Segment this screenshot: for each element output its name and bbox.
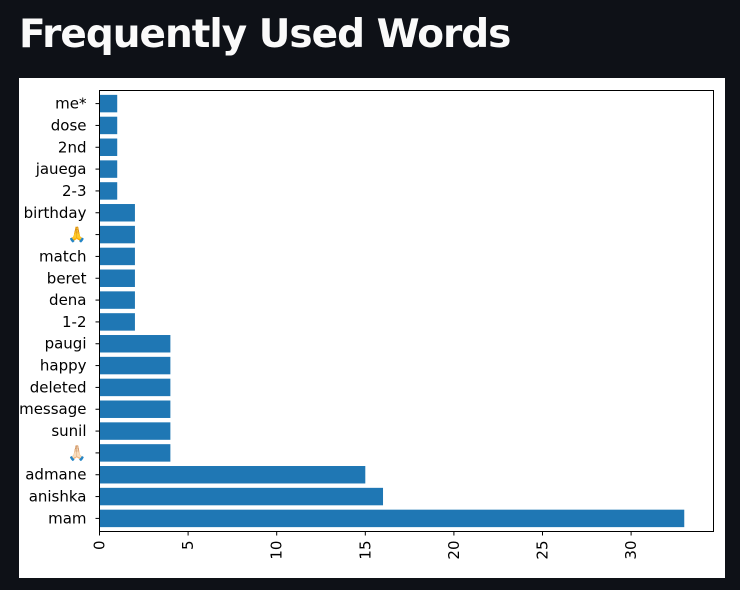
y-tick-label: mam [48, 509, 86, 527]
x-tick-label: 20 [445, 541, 463, 560]
y-tick-label: 1-2 [62, 313, 87, 331]
bar-13 [99, 225, 135, 244]
x-tick-label: 10 [268, 541, 286, 560]
x-tick-label: 0 [91, 541, 109, 551]
y-tick-label: birthday [24, 204, 87, 222]
y-tick-label: message [19, 400, 86, 418]
y-tick-label: 🙏 [68, 226, 87, 244]
y-tick-label: jauega [35, 160, 87, 178]
page-title: Frequently Used Words [19, 12, 511, 57]
x-tick-label: 5 [179, 541, 197, 551]
x-tick-label: 25 [534, 541, 552, 560]
bar-15 [99, 182, 118, 200]
bar-9 [99, 313, 135, 331]
bar-10 [99, 291, 135, 309]
x-tick-label: 15 [356, 541, 374, 560]
y-axis: mam anishka admane 🙏🏻 sunil message deleted hap… [19, 95, 100, 527]
y-tick-label: beret [47, 269, 87, 287]
chart-figure: mam anishka admane 🙏🏻 sunil message deleted hap… [19, 78, 725, 578]
bars-layer [99, 94, 685, 528]
bar-16 [99, 160, 118, 178]
bar-2 [99, 466, 366, 484]
bar-6 [99, 378, 171, 397]
y-tick-label: happy [40, 357, 87, 375]
x-tick-label: 30 [622, 541, 640, 560]
y-tick-label: 🙏🏻 [68, 444, 87, 462]
plot-frame [99, 90, 714, 532]
y-tick-label: dose [51, 116, 87, 134]
y-tick-label: match [39, 247, 86, 265]
y-tick-label: admane [25, 466, 86, 484]
bar-3 [99, 444, 171, 462]
y-tick-label: 2-3 [62, 182, 87, 200]
x-axis: 0 5 10 15 20 25 30 [91, 531, 640, 560]
bar-12 [99, 247, 135, 266]
bar-18 [99, 116, 118, 135]
bar-5 [99, 400, 171, 418]
bar-1 [99, 487, 384, 506]
bar-14 [99, 204, 135, 222]
bar-7 [99, 356, 171, 375]
bar-8 [99, 335, 171, 353]
y-tick-label: anishka [29, 488, 87, 506]
bar-11 [99, 269, 135, 287]
bar-chart: mam anishka admane 🙏🏻 sunil message deleted hap… [19, 90, 714, 560]
y-tick-label: me* [55, 95, 87, 113]
bar-17 [99, 138, 118, 156]
y-tick-label: paugi [45, 335, 87, 353]
y-tick-label: 2nd [58, 138, 87, 156]
bar-19 [99, 94, 118, 113]
y-tick-label: deleted [30, 378, 87, 396]
bar-0 [99, 509, 685, 528]
y-tick-label: dena [49, 291, 86, 309]
y-tick-label: sunil [51, 422, 86, 440]
bar-4 [99, 422, 171, 440]
